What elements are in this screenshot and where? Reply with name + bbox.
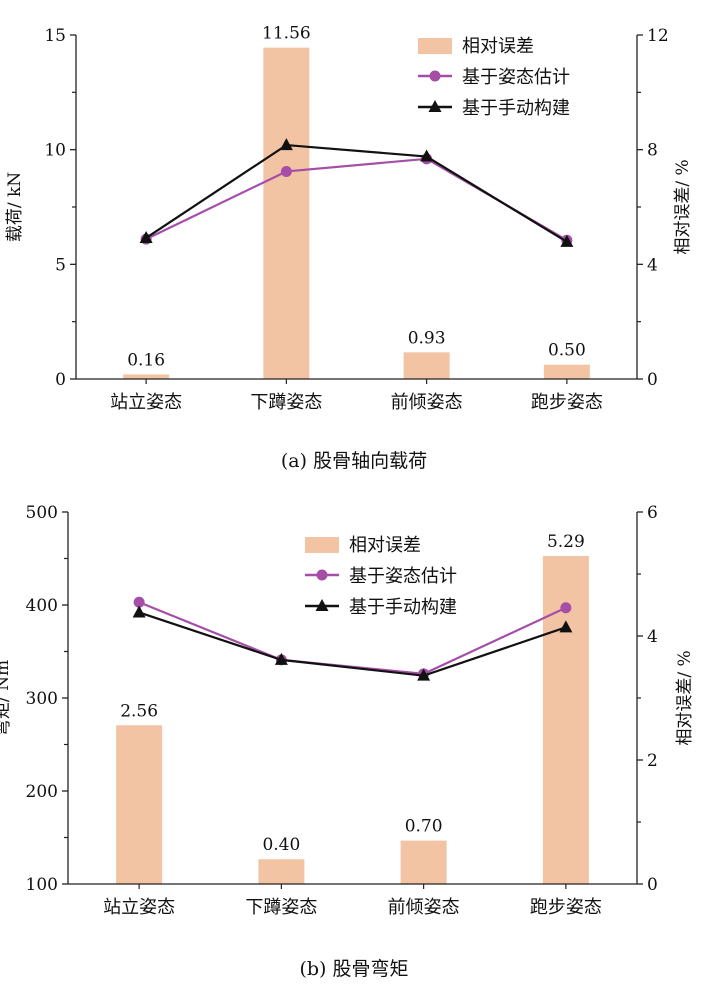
right-tick-label: 2 bbox=[647, 751, 658, 771]
right-tick-label: 4 bbox=[647, 255, 658, 275]
legend-bar-swatch bbox=[305, 537, 339, 553]
bar bbox=[116, 725, 163, 884]
chart-a: 0.16 11.56 0.93 0.50 0 5 10 15 0 4 8 12 站立姿态 下蹲姿态 前倾姿态… bbox=[5, 24, 693, 472]
x-tick-label: 跑步姿态 bbox=[531, 392, 603, 413]
bar-value-label: 11.56 bbox=[262, 24, 311, 44]
chart-b: 2.56 0.40 0.70 5.29 100 200 300 400 500 0 2 4 6 站立姿态 下… bbox=[0, 503, 695, 980]
bar bbox=[403, 352, 450, 379]
left-tick-label: 15 bbox=[44, 26, 66, 46]
bar bbox=[543, 364, 590, 379]
bar bbox=[258, 859, 305, 884]
x-tick-label: 跑步姿态 bbox=[530, 897, 602, 918]
y2-axis-label: 相对误差/ % bbox=[673, 159, 693, 254]
bar-value-label: 0.93 bbox=[408, 328, 446, 348]
y2-axis-label: 相对误差/ % bbox=[675, 650, 695, 745]
left-tick-label: 100 bbox=[26, 875, 58, 895]
bar-value-label: 0.50 bbox=[548, 341, 586, 361]
right-tick-label: 8 bbox=[647, 141, 658, 161]
manual-build-point bbox=[420, 149, 434, 162]
bar bbox=[123, 374, 170, 379]
legend-label: 基于手动构建 bbox=[462, 98, 570, 119]
left-tick-label: 0 bbox=[55, 370, 66, 390]
manual-build-point bbox=[274, 652, 288, 665]
left-tick-label: 10 bbox=[44, 141, 66, 161]
x-tick-label: 下蹲姿态 bbox=[250, 392, 322, 413]
legend-manual-marker bbox=[315, 599, 329, 611]
bar bbox=[263, 47, 310, 379]
legend-pose-marker bbox=[429, 70, 441, 82]
right-tick-label: 4 bbox=[647, 627, 658, 647]
pose-estimate-point bbox=[560, 602, 572, 614]
figure-caption: (a) 股骨轴向载荷 bbox=[281, 450, 427, 472]
left-tick-label: 5 bbox=[55, 255, 66, 275]
x-tick-label: 下蹲姿态 bbox=[245, 897, 317, 918]
bar-value-label: 5.29 bbox=[547, 532, 585, 552]
x-tick-label: 前倾姿态 bbox=[391, 392, 463, 413]
bar-value-label: 2.56 bbox=[120, 701, 158, 721]
right-tick-label: 6 bbox=[647, 503, 658, 523]
left-tick-label: 400 bbox=[26, 596, 58, 616]
bar-value-label: 0.70 bbox=[405, 817, 443, 837]
legend-label: 基于手动构建 bbox=[349, 597, 457, 618]
manual-build-point bbox=[139, 230, 153, 243]
legend-pose-marker bbox=[316, 569, 328, 581]
left-tick-label: 200 bbox=[26, 782, 58, 802]
figure-caption: (b) 股骨弯矩 bbox=[299, 958, 408, 980]
legend-manual-marker bbox=[428, 100, 442, 112]
manual-build-point bbox=[417, 668, 431, 681]
x-tick-label: 站立姿态 bbox=[110, 392, 182, 413]
x-tick-label: 前倾姿态 bbox=[388, 897, 460, 918]
manual-build-line bbox=[138, 611, 567, 677]
right-tick-label: 0 bbox=[647, 875, 658, 895]
manual-build-point bbox=[132, 605, 146, 618]
left-tick-label: 500 bbox=[26, 503, 58, 523]
y-axis-label: 载荷/ kN bbox=[5, 172, 25, 242]
manual-build-point bbox=[559, 620, 573, 633]
right-tick-label: 0 bbox=[647, 370, 658, 390]
pose-estimate-line bbox=[145, 157, 568, 242]
bar-value-label: 0.16 bbox=[127, 350, 165, 370]
legend-label: 相对误差 bbox=[349, 535, 421, 556]
legend-label: 基于姿态估计 bbox=[462, 67, 570, 88]
left-tick-label: 300 bbox=[26, 689, 58, 709]
manual-build-point bbox=[279, 138, 293, 151]
x-tick-label: 站立姿态 bbox=[103, 897, 175, 918]
pose-estimate-point bbox=[133, 596, 145, 608]
legend-bar-swatch bbox=[418, 38, 452, 54]
legend-label: 基于姿态估计 bbox=[349, 566, 457, 587]
pose-estimate-point bbox=[280, 165, 292, 177]
legend-label: 相对误差 bbox=[462, 36, 534, 57]
y-axis-label: 弯矩/ Nm bbox=[0, 660, 13, 736]
manual-build-line bbox=[145, 143, 568, 243]
bar-value-label: 0.40 bbox=[262, 835, 300, 855]
bar bbox=[400, 840, 447, 884]
right-tick-label: 12 bbox=[647, 26, 669, 46]
manual-build-point bbox=[560, 234, 574, 247]
